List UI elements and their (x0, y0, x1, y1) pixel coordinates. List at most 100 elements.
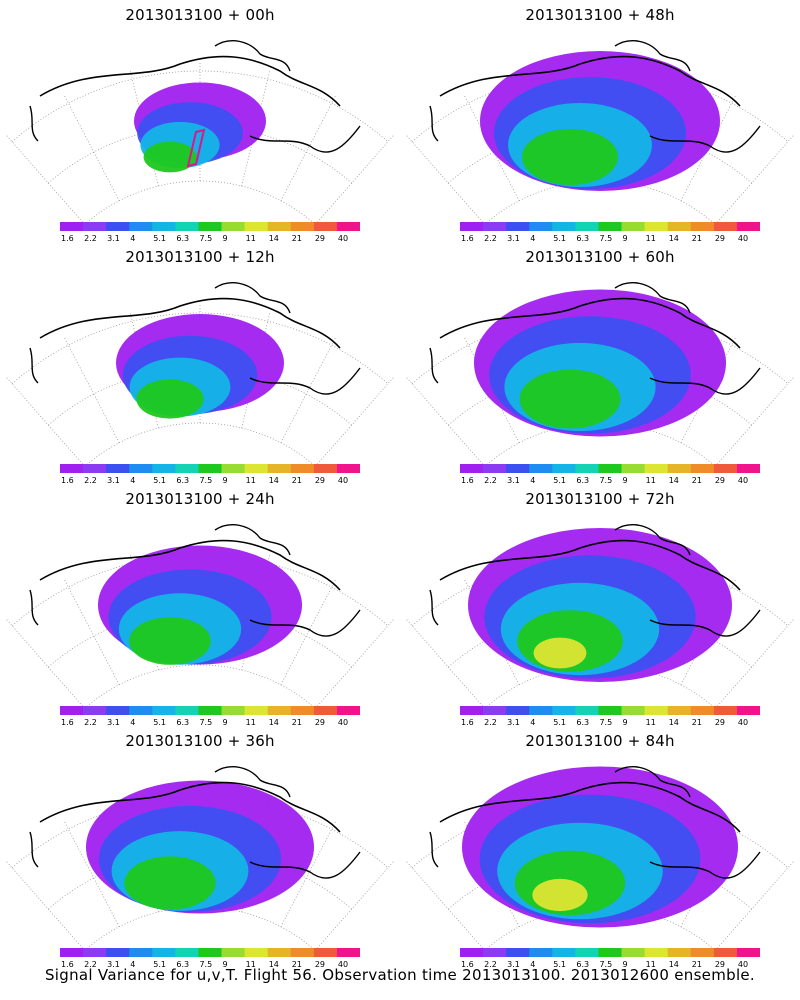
coastline (249, 367, 361, 395)
colorbar-swatch (106, 948, 130, 957)
meridian-line (716, 133, 795, 222)
colorbar-swatch (336, 706, 360, 715)
colorbar-tick-label: 11 (246, 234, 256, 242)
colorbar-swatch (736, 706, 760, 715)
panel-title: 2013013100 + 24h (125, 490, 275, 508)
colorbar-tick-label: 29 (715, 718, 725, 726)
colorbar-tick-label: 3.1 (107, 718, 120, 726)
colorbar-tick-label: 4 (130, 476, 135, 484)
colorbar-tick-label: 1.6 (61, 234, 74, 242)
colorbar-tick-label: 11 (646, 960, 656, 968)
colorbar: 1.6 2.2 3.1 4 5.1 6.3 7.5 9 11 14 21 29 40 (60, 948, 360, 968)
colorbar-swatch (175, 222, 199, 231)
colorbar-tick-label: 29 (715, 476, 725, 484)
colorbar-tick-label: 3.1 (507, 476, 520, 484)
colorbar-swatch (198, 948, 223, 957)
meridian-line (716, 375, 795, 464)
meridian-line (129, 311, 159, 429)
colorbar-tick-label: 2.2 (84, 234, 97, 242)
colorbar-swatch (690, 706, 715, 715)
map-plot (5, 40, 395, 222)
variance-contour (129, 617, 211, 665)
colorbar-tick-label: 11 (646, 476, 656, 484)
colorbar-tick-label: 29 (315, 476, 325, 484)
colorbar-swatch (529, 706, 553, 715)
coastline (29, 831, 39, 868)
map-panel: 2013013100 + 12h 1.6 2.2 3.1 4 5.1 6.3 7.5 9 11 14… (0, 242, 400, 484)
coastline (614, 766, 691, 798)
colorbar-tick-label: 9 (623, 960, 628, 968)
map-plot (5, 524, 395, 706)
variance-contour (522, 129, 618, 185)
map-panel: 2013013100 + 24h 1.6 2.2 3.1 4 5.1 6.3 7.5 9 11 14… (0, 484, 400, 726)
coastline (39, 55, 341, 107)
colorbar-tick-label: 21 (692, 476, 702, 484)
colorbar-swatch (221, 222, 246, 231)
coastline (429, 347, 439, 384)
coastline (214, 524, 291, 556)
panel-title: 2013013100 + 84h (525, 732, 675, 750)
meridian-line (405, 133, 484, 222)
colorbar-tick-label: 4 (130, 960, 135, 968)
map-panel: 2013013100 + 72h 1.6 2.2 3.1 4 5.1 6.3 7.5 9 11 14… (400, 484, 800, 726)
colorbar-tick-label: 6.3 (576, 234, 589, 242)
coastline (439, 297, 741, 349)
colorbar-tick-label: 40 (338, 476, 348, 484)
meridian-line (5, 133, 84, 222)
meridian-line (405, 617, 484, 706)
colorbar-swatch (506, 222, 530, 231)
coastline (429, 589, 439, 626)
colorbar-tick-label: 7.5 (199, 234, 212, 242)
colorbar-tick-label: 9 (623, 234, 628, 242)
colorbar-tick-label: 1.6 (461, 476, 474, 484)
colorbar-swatch (106, 706, 130, 715)
meridian-line (5, 859, 84, 948)
map-plot (405, 40, 795, 222)
colorbar-swatch (313, 464, 338, 473)
meridian-line (280, 336, 337, 443)
colorbar-swatch (152, 222, 176, 231)
colorbar-tick-label: 29 (715, 960, 725, 968)
colorbar-swatch (621, 464, 646, 473)
colorbar-tick-label: 14 (269, 960, 279, 968)
colorbar-swatch (575, 222, 599, 231)
variance-contour (124, 856, 216, 910)
coastline (649, 125, 761, 153)
colorbar-tick-label: 21 (292, 960, 302, 968)
colorbar-tick-label: 5.1 (553, 718, 566, 726)
colorbar-tick-label: 11 (246, 960, 256, 968)
colorbar-tick-label: 21 (292, 718, 302, 726)
colorbar-swatch (575, 948, 599, 957)
variance-contour (519, 369, 621, 429)
colorbar-swatch (60, 948, 84, 957)
colorbar-swatch (152, 948, 176, 957)
colorbar-swatch (244, 464, 269, 473)
colorbar-swatch (621, 948, 646, 957)
colorbar-tick-label: 21 (292, 234, 302, 242)
coastline (249, 851, 361, 879)
latitude-line (86, 180, 314, 222)
colorbar-swatch (198, 222, 223, 231)
meridian-line (63, 94, 120, 201)
colorbar-swatch (483, 222, 507, 231)
colorbar-swatch (598, 464, 623, 473)
colorbar-swatch (290, 706, 315, 715)
meridian-line (405, 375, 484, 464)
coastline (249, 125, 361, 153)
colorbar-tick-label: 4 (130, 718, 135, 726)
colorbar-swatch (529, 948, 553, 957)
colorbar-tick-label: 5.1 (153, 234, 166, 242)
colorbar-swatch (460, 222, 484, 231)
coastline (214, 40, 291, 72)
colorbar-swatch (644, 222, 669, 231)
figure-caption: Signal Variance for u,v,T. Flight 56. Ob… (44, 966, 756, 984)
colorbar-swatch (336, 948, 360, 957)
panel-title: 2013013100 + 36h (125, 732, 275, 750)
panel-title: 2013013100 + 00h (125, 6, 275, 24)
colorbar-tick-label: 4 (530, 718, 535, 726)
colorbar-tick-label: 40 (738, 718, 748, 726)
map-plot (405, 282, 795, 464)
map-plot (405, 524, 795, 706)
flight-track-box (186, 128, 206, 168)
colorbar-tick-label: 40 (338, 234, 348, 242)
